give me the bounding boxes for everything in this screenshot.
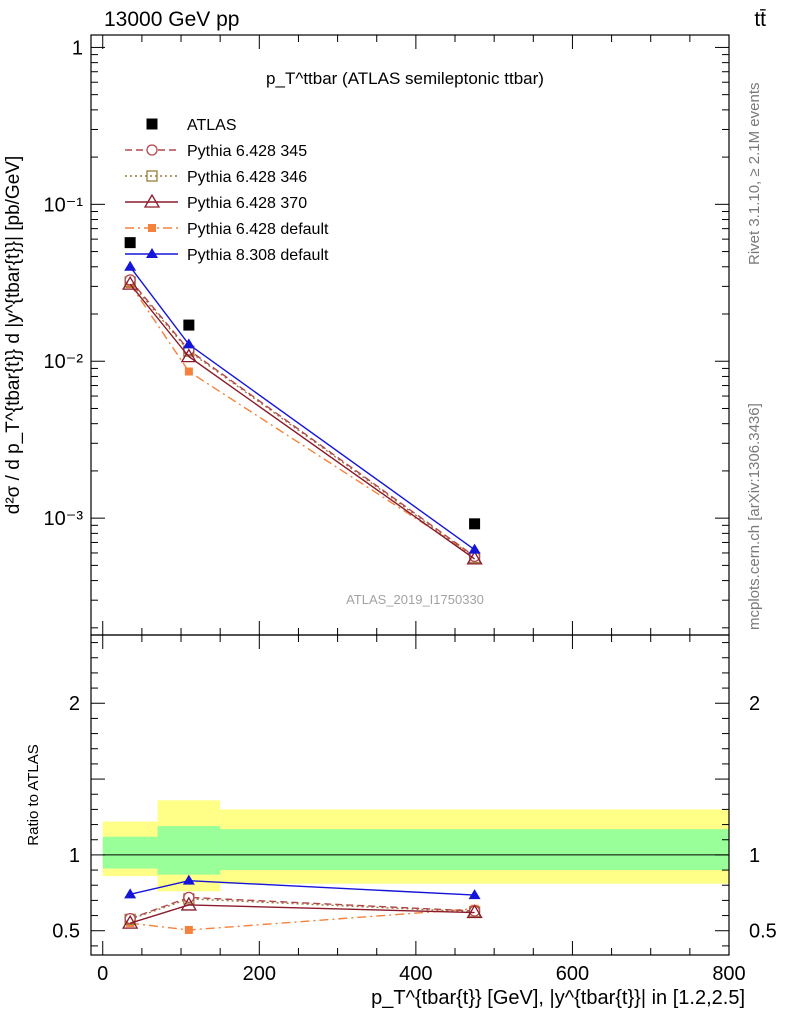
legend-marker xyxy=(143,193,161,208)
data-point xyxy=(124,260,137,271)
ratio-data-point xyxy=(466,904,483,919)
ratio-data-point xyxy=(180,896,197,911)
ratio-y-axis-label: Ratio to ATLAS xyxy=(25,744,42,845)
ratio-plot-area xyxy=(102,800,729,934)
ratio-y-tick-label: 2 xyxy=(749,693,760,715)
ratio-y-tick-label: 0.5 xyxy=(52,921,80,943)
ratio-y-tick-label: 1 xyxy=(69,845,80,867)
series-line xyxy=(129,281,475,559)
data-point xyxy=(468,543,481,554)
x-tick-label: 400 xyxy=(399,963,432,985)
ratio-series-line xyxy=(129,896,475,920)
ratio-panel xyxy=(102,800,729,934)
y-tick-label: 10⁻¹ xyxy=(44,194,84,216)
ratio-data-point xyxy=(124,888,137,899)
atlas-data-point xyxy=(469,518,481,530)
legend-marker xyxy=(148,224,156,232)
legend-marker xyxy=(146,118,158,130)
watermark-label: ATLAS_2019_I1750330 xyxy=(346,592,484,607)
ratio-data-point xyxy=(182,874,195,885)
legend-label: Pythia 6.428 346 xyxy=(187,169,307,186)
ratio-data-point xyxy=(122,914,139,929)
ratio-y-tick-label: 1 xyxy=(749,845,760,867)
legend-label: ATLAS xyxy=(187,117,237,134)
x-tick-label: 0 xyxy=(97,963,108,985)
legend-label: Pythia 6.428 370 xyxy=(187,195,307,212)
series-line xyxy=(129,283,475,560)
series-line xyxy=(129,279,475,558)
uncertainty-band-inner xyxy=(102,836,158,869)
axes-layer xyxy=(90,34,730,956)
uncertainty-band-inner xyxy=(220,829,729,871)
data-point xyxy=(466,550,483,565)
x-tick-label: 200 xyxy=(243,963,276,985)
ratio-series-line xyxy=(129,898,475,921)
header-energy-label: 13000 GeV pp xyxy=(104,8,240,31)
ratio-series-line xyxy=(130,908,475,931)
y-tick-label: 10⁻² xyxy=(44,351,84,373)
y-tick-label: 10⁻³ xyxy=(44,508,84,530)
header-process-label: tt̄ xyxy=(754,8,766,31)
data-point xyxy=(184,367,193,376)
x-tick-label: 600 xyxy=(556,963,589,985)
text-layer: 110⁻¹10⁻²10⁻³0.5 0.51 12 20 200 400 600 800p_T^… xyxy=(3,37,777,1009)
series-line xyxy=(129,283,475,558)
y-tick-label: 1 xyxy=(72,37,83,59)
legend-label: Pythia 6.428 default xyxy=(187,221,329,238)
data-point xyxy=(122,275,139,290)
ratio-y-tick-label: 2 xyxy=(69,693,80,715)
legend-marker xyxy=(146,144,158,156)
data-point xyxy=(180,348,197,363)
ratio-data-point xyxy=(468,889,481,900)
uncertainty-band-inner xyxy=(157,826,221,875)
atlas-data-point xyxy=(124,237,136,249)
y-axis-label: d²σ / d p_T^{tbar{t}} d |y^{tbar{t}}| [p… xyxy=(3,156,24,514)
main-panel xyxy=(122,237,483,565)
ratio-series-line xyxy=(129,904,475,924)
legend-marker xyxy=(146,248,158,258)
legend-label: Pythia 6.428 345 xyxy=(187,143,307,160)
main-plot-area xyxy=(122,237,483,565)
legend-label: Pythia 8.308 default xyxy=(187,247,329,264)
ratio-y-tick-label: 0.5 xyxy=(749,921,777,943)
x-axis-label: p_T^{tbar{t}} [GeV], |y^{tbar{t}}| in [1… xyxy=(371,987,745,1009)
chart-title: p_T^ttbar (ATLAS semileptonic ttbar) xyxy=(266,69,544,88)
data-point xyxy=(182,338,195,349)
atlas-data-point xyxy=(183,319,195,331)
series-line xyxy=(129,266,475,551)
ratio-data-point xyxy=(184,925,193,934)
ratio-frame xyxy=(90,634,730,956)
legend-marker xyxy=(146,170,158,182)
x-tick-label: 800 xyxy=(712,963,745,985)
